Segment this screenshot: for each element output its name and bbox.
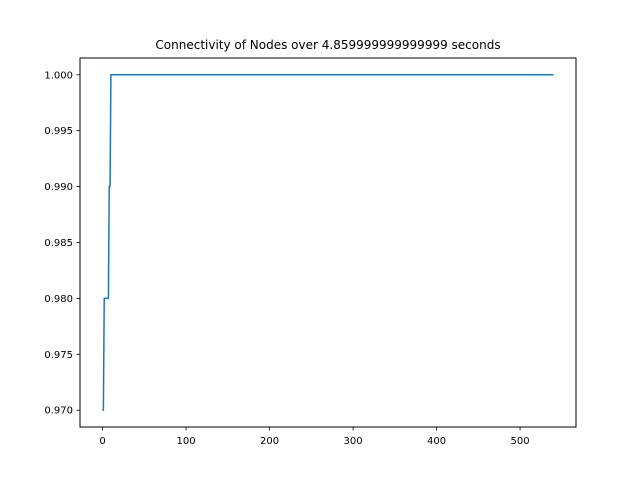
y-tick-label: 0.980 xyxy=(44,294,73,305)
y-tick-label: 0.990 xyxy=(44,182,73,193)
chart-title: Connectivity of Nodes over 4.85999999999… xyxy=(155,38,500,52)
x-tick-label: 400 xyxy=(427,436,446,447)
y-tick-label: 0.970 xyxy=(44,406,73,417)
x-tick-label: 500 xyxy=(511,436,530,447)
x-tick-label: 100 xyxy=(177,436,196,447)
y-tick-label: 0.995 xyxy=(44,126,73,137)
y-tick-label: 0.985 xyxy=(44,238,73,249)
x-tick-label: 0 xyxy=(99,436,105,447)
y-tick-label: 0.975 xyxy=(44,350,73,361)
series-line xyxy=(102,74,554,411)
plot-area: 0 100 200 300 400 500 0.970 0.975 0.980 0.985 0.99… xyxy=(44,70,554,447)
axes-frame xyxy=(79,57,577,428)
y-tick-label: 1.000 xyxy=(44,70,73,81)
x-tick-label: 300 xyxy=(344,436,363,447)
x-tick-label: 200 xyxy=(260,436,279,447)
